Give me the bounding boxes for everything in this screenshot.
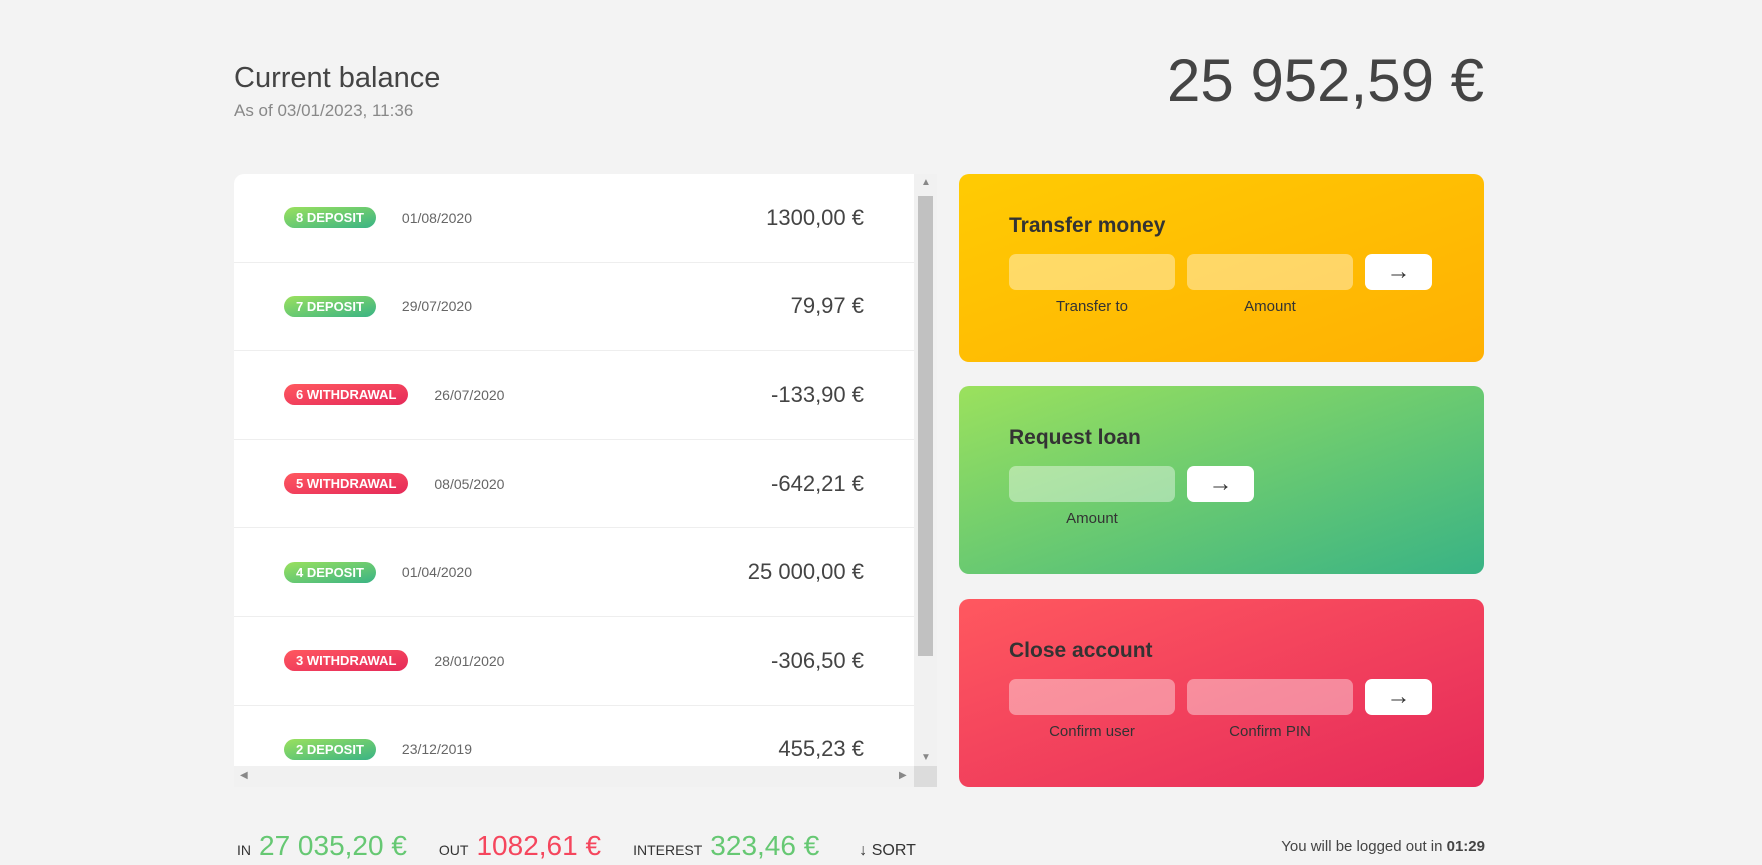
movement-type-badge: 2 deposit (284, 738, 376, 760)
movement-type-badge: 4 deposit (284, 561, 376, 583)
sort-button[interactable]: ↓ SORT (859, 842, 916, 859)
close-user-label: Confirm user (1049, 723, 1135, 740)
movement-date: 26/07/2020 (434, 386, 505, 403)
summary-out-value: 1082,61 € (476, 830, 602, 861)
loan-submit-button[interactable]: → (1187, 466, 1254, 502)
movement-row: 6 withdrawal 26/07/2020 -133,90 € (234, 351, 914, 440)
summary: In 27 035,20 € Out 1082,61 € Interest 32… (237, 830, 916, 862)
movement-date: 08/05/2020 (434, 475, 505, 492)
loan-card: Request loan Amount → (959, 386, 1484, 574)
movement-value: 25 000,00 € (747, 559, 864, 585)
balance-date: As of 03/01/2023, 11:36 (234, 101, 414, 120)
scrollbar-thumb[interactable] (918, 196, 933, 656)
movement-value: -306,50 € (771, 647, 864, 673)
movement-row: 7 deposit 29/07/2020 79,97 € (234, 263, 914, 352)
transfer-to-label: Transfer to (1056, 298, 1128, 315)
close-user-input[interactable] (1009, 679, 1175, 715)
movement-row: 5 withdrawal 08/05/2020 -642,21 € (234, 440, 914, 529)
summary-out-label: Out (438, 842, 469, 858)
transfer-submit-button[interactable]: → (1365, 254, 1432, 290)
horizontal-scrollbar[interactable]: ◀ ▶ (234, 766, 914, 787)
scroll-up-icon[interactable]: ▲ (921, 177, 931, 188)
scroll-right-icon[interactable]: ▶ (899, 770, 907, 781)
loan-title: Request loan (1009, 426, 1141, 449)
movement-date: 01/08/2020 (401, 209, 472, 226)
logout-time: 01:29 (1446, 838, 1485, 855)
balance-value: 25 952,59 € (1167, 47, 1484, 114)
close-card: Close account Confirm user Confirm PIN → (959, 599, 1484, 787)
loan-amount-label: Amount (1066, 510, 1118, 527)
movement-value: -642,21 € (771, 470, 864, 496)
movement-value: 1300,00 € (766, 204, 864, 230)
movement-type-badge: 7 deposit (284, 295, 376, 317)
close-pin-input[interactable] (1187, 679, 1353, 715)
transfer-to-input[interactable] (1009, 254, 1175, 290)
movement-value: 455,23 € (778, 736, 864, 762)
summary-in-value: 27 035,20 € (259, 830, 407, 861)
close-pin-label: Confirm PIN (1229, 723, 1311, 740)
scroll-left-icon[interactable]: ◀ (240, 770, 248, 781)
movement-value: -133,90 € (771, 381, 864, 407)
scroll-down-icon[interactable]: ▼ (921, 752, 931, 763)
movement-type-badge: 3 withdrawal (284, 650, 409, 672)
transfer-amount-input[interactable] (1187, 254, 1353, 290)
transfer-title: Transfer money (1009, 214, 1166, 237)
movement-row: 3 withdrawal 28/01/2020 -306,50 € (234, 617, 914, 706)
transfer-card: Transfer money Transfer to Amount → (959, 174, 1484, 362)
movement-type-badge: 6 withdrawal (284, 384, 409, 406)
transfer-amount-label: Amount (1244, 298, 1296, 315)
summary-in-label: In (237, 842, 251, 858)
close-submit-button[interactable]: → (1365, 679, 1432, 715)
movement-date: 01/04/2020 (401, 564, 472, 581)
movement-type-badge: 5 withdrawal (284, 473, 409, 495)
movement-date: 29/07/2020 (401, 298, 472, 315)
movement-row: 8 deposit 01/08/2020 1300,00 € (234, 174, 914, 263)
movement-type-badge: 8 deposit (284, 207, 376, 229)
loan-amount-input[interactable] (1009, 466, 1175, 502)
balance-title: Current balance (234, 62, 441, 94)
logout-text: You will be logged out in (1281, 838, 1447, 855)
movement-value: 79,97 € (790, 293, 864, 319)
vertical-scrollbar[interactable]: ▲ ▼ (914, 174, 937, 766)
close-title: Close account (1009, 639, 1153, 662)
movement-row: 4 deposit 01/04/2020 25 000,00 € (234, 528, 914, 617)
scrollbar-corner (914, 766, 937, 787)
summary-interest-value: 323,46 € (710, 830, 820, 861)
logout-timer: You will be logged out in 01:29 (1281, 838, 1485, 855)
summary-interest-label: Interest (633, 842, 703, 858)
movement-row: 2 deposit 23/12/2019 455,23 € (234, 706, 914, 787)
movement-date: 23/12/2019 (401, 741, 472, 758)
movements-list[interactable]: 2 deposit 23/12/2019 455,23 € 3 withdrawal 2… (234, 174, 937, 787)
movement-date: 28/01/2020 (434, 652, 505, 669)
